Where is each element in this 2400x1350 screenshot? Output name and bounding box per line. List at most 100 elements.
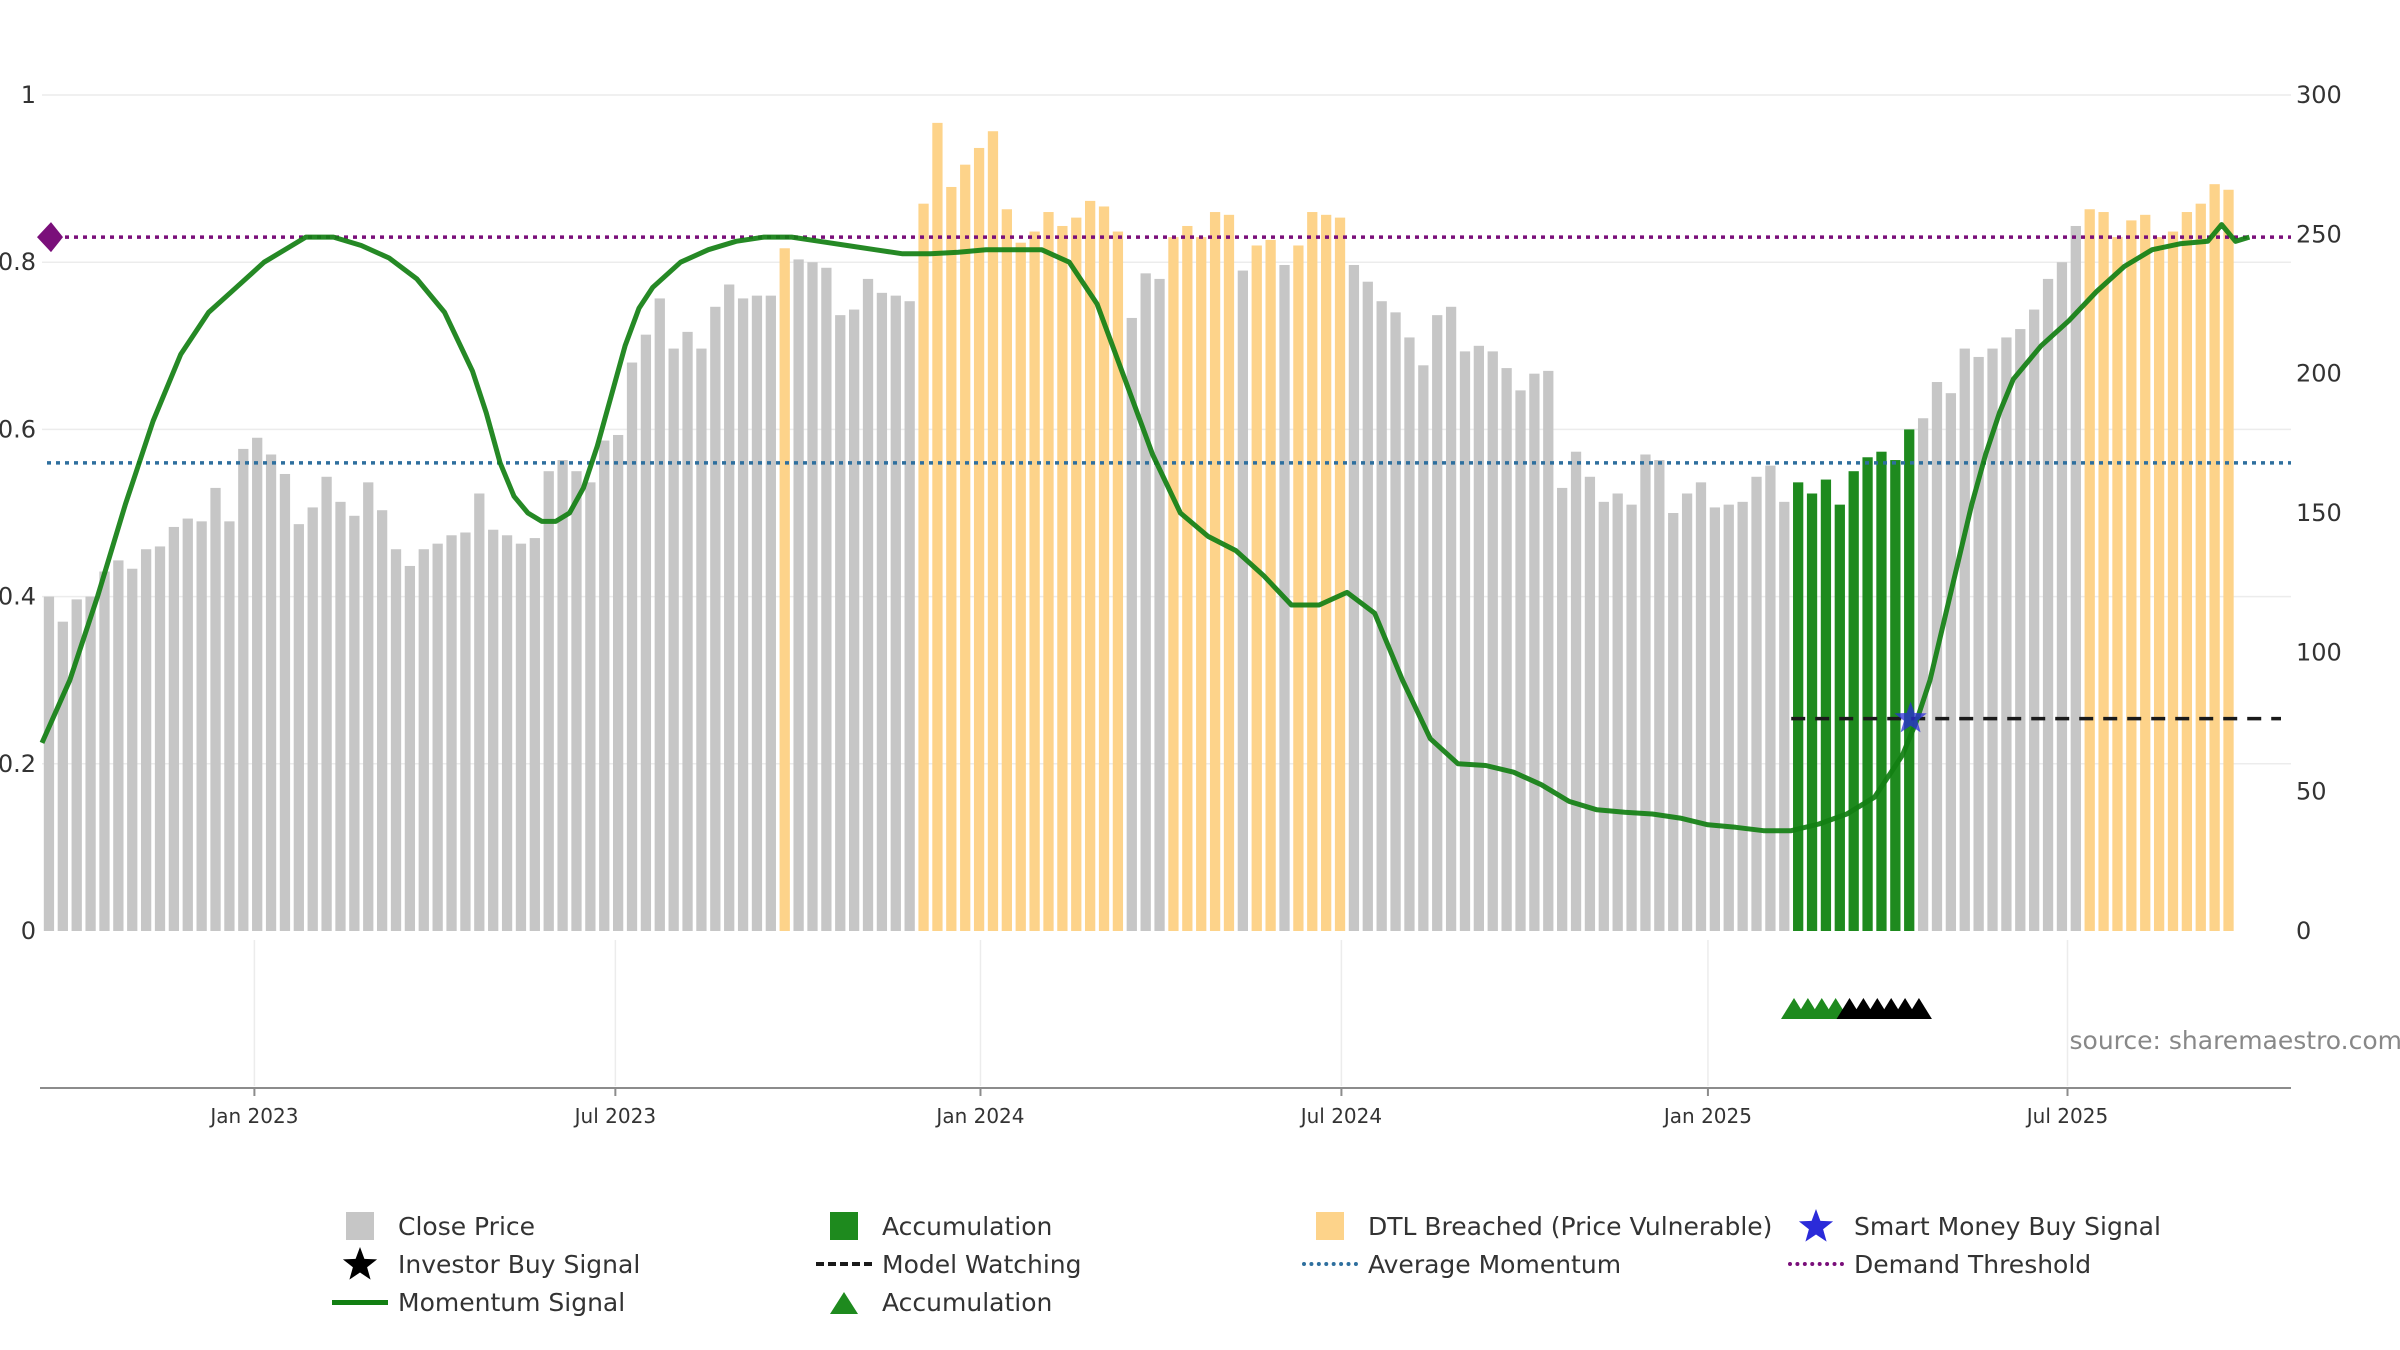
dash-legend-icon [814, 1246, 874, 1282]
triangle-shape [830, 1292, 858, 1314]
right-axis-tick: 300 [2296, 81, 2342, 109]
price-bar [515, 543, 527, 931]
price-bar [376, 510, 388, 931]
price-bar [932, 122, 943, 931]
left-axis-tick: 0.4 [0, 583, 36, 611]
price-bar [821, 267, 832, 932]
star-legend-icon [330, 1246, 390, 1282]
price-bar [363, 482, 374, 931]
price-bar [293, 524, 304, 931]
legend-item: Model Watching [814, 1246, 1082, 1282]
price-bar [488, 529, 499, 931]
star-shape [342, 1247, 378, 1280]
price-bar [1098, 206, 1110, 931]
price-bar [85, 596, 96, 931]
price-bar [668, 348, 679, 931]
price-bar [2015, 329, 2026, 932]
price-bar [1723, 504, 1734, 931]
price-bar [1085, 200, 1096, 932]
square-legend-icon [330, 1208, 390, 1244]
legend-label: DTL Breached (Price Vulnerable) [1368, 1211, 1773, 1241]
price-bar [2029, 309, 2040, 931]
price-bar [1293, 245, 1304, 932]
investor-triangle-icon [1905, 998, 1932, 1019]
price-bar [1904, 429, 1915, 931]
price-bar [890, 295, 901, 931]
price-bar [1515, 390, 1526, 931]
legend-item: Accumulation [814, 1284, 1052, 1320]
price-bar [2195, 203, 2206, 931]
price-bar [1890, 460, 1901, 931]
price-bar [99, 571, 110, 931]
price-bar [1487, 351, 1498, 932]
price-bar [1640, 454, 1651, 931]
source-label: source: sharemaestro.com [2070, 1026, 2400, 1055]
price-bar [1473, 345, 1484, 931]
price-bar [349, 515, 360, 931]
price-bar [1959, 348, 1970, 931]
price-bar [849, 309, 860, 931]
price-bar [946, 186, 957, 931]
price-bar [1501, 368, 1512, 931]
price-bar [1209, 212, 1221, 932]
star-legend-glyph [342, 1247, 378, 1280]
price-bar [446, 535, 457, 931]
price-bar [432, 543, 443, 931]
price-bar [2070, 225, 2081, 931]
price-bar [751, 295, 763, 931]
price-bar [1251, 245, 1262, 932]
price-bar [1376, 301, 1387, 931]
price-bar [1987, 348, 1998, 931]
left-axis-tick: 0.2 [0, 750, 36, 778]
price-bar [57, 621, 68, 931]
price-bar [1765, 465, 1776, 931]
price-bar [474, 493, 485, 931]
x-axis-tick-label: Jul 2024 [1299, 1104, 1382, 1128]
price-bar [876, 292, 888, 931]
star-legend-icon [1786, 1208, 1846, 1244]
price-bar [612, 434, 624, 931]
price-bar [182, 518, 193, 931]
price-bar [529, 538, 540, 931]
price-bar [2001, 337, 2012, 931]
price-bar [765, 295, 776, 931]
price-bar [737, 298, 749, 932]
legend-line-swatch [332, 1300, 388, 1305]
price-bar [1668, 513, 1679, 931]
price-bar [210, 487, 221, 931]
momentum-chart: 0 0.2 0.4 0.6 0.8 1 0 50 100 150 200 250 300 Jan 2023… [0, 81, 2400, 1128]
triangle-legend-glyph [830, 1292, 858, 1314]
price-bar [2181, 212, 2193, 932]
reference-lines [37, 222, 2291, 721]
x-axis-tick-label: Jan 2023 [208, 1104, 298, 1128]
right-axis-tick: 50 [2296, 778, 2327, 806]
price-bar [682, 331, 693, 931]
price-bar [168, 526, 180, 931]
momentum-series [39, 222, 2251, 834]
price-bar [265, 454, 277, 931]
price-bar [918, 203, 929, 931]
price-bar [1140, 273, 1151, 931]
price-bar [113, 560, 124, 931]
price-bar [307, 507, 318, 931]
price-bar [140, 549, 152, 931]
price-bar [2153, 237, 2165, 931]
price-bar [1307, 212, 1318, 932]
price-bar [2126, 220, 2137, 931]
price-bar [224, 521, 235, 931]
legend-item: Close Price [330, 1208, 535, 1244]
price-bar [1223, 214, 1235, 931]
legend-square-swatch [1316, 1212, 1344, 1240]
legend-label: Accumulation [882, 1211, 1053, 1241]
legend-label: Momentum Signal [398, 1287, 626, 1317]
price-bar [793, 259, 804, 931]
price-bar [1168, 237, 1179, 931]
price-bar [1654, 460, 1665, 931]
price-bar [2056, 262, 2068, 931]
price-bar [2209, 184, 2220, 931]
price-bar [71, 599, 82, 931]
price-bar [196, 521, 207, 931]
price-bar [1126, 317, 1137, 931]
price-bar [1029, 231, 1040, 932]
price-bar [1182, 225, 1193, 931]
